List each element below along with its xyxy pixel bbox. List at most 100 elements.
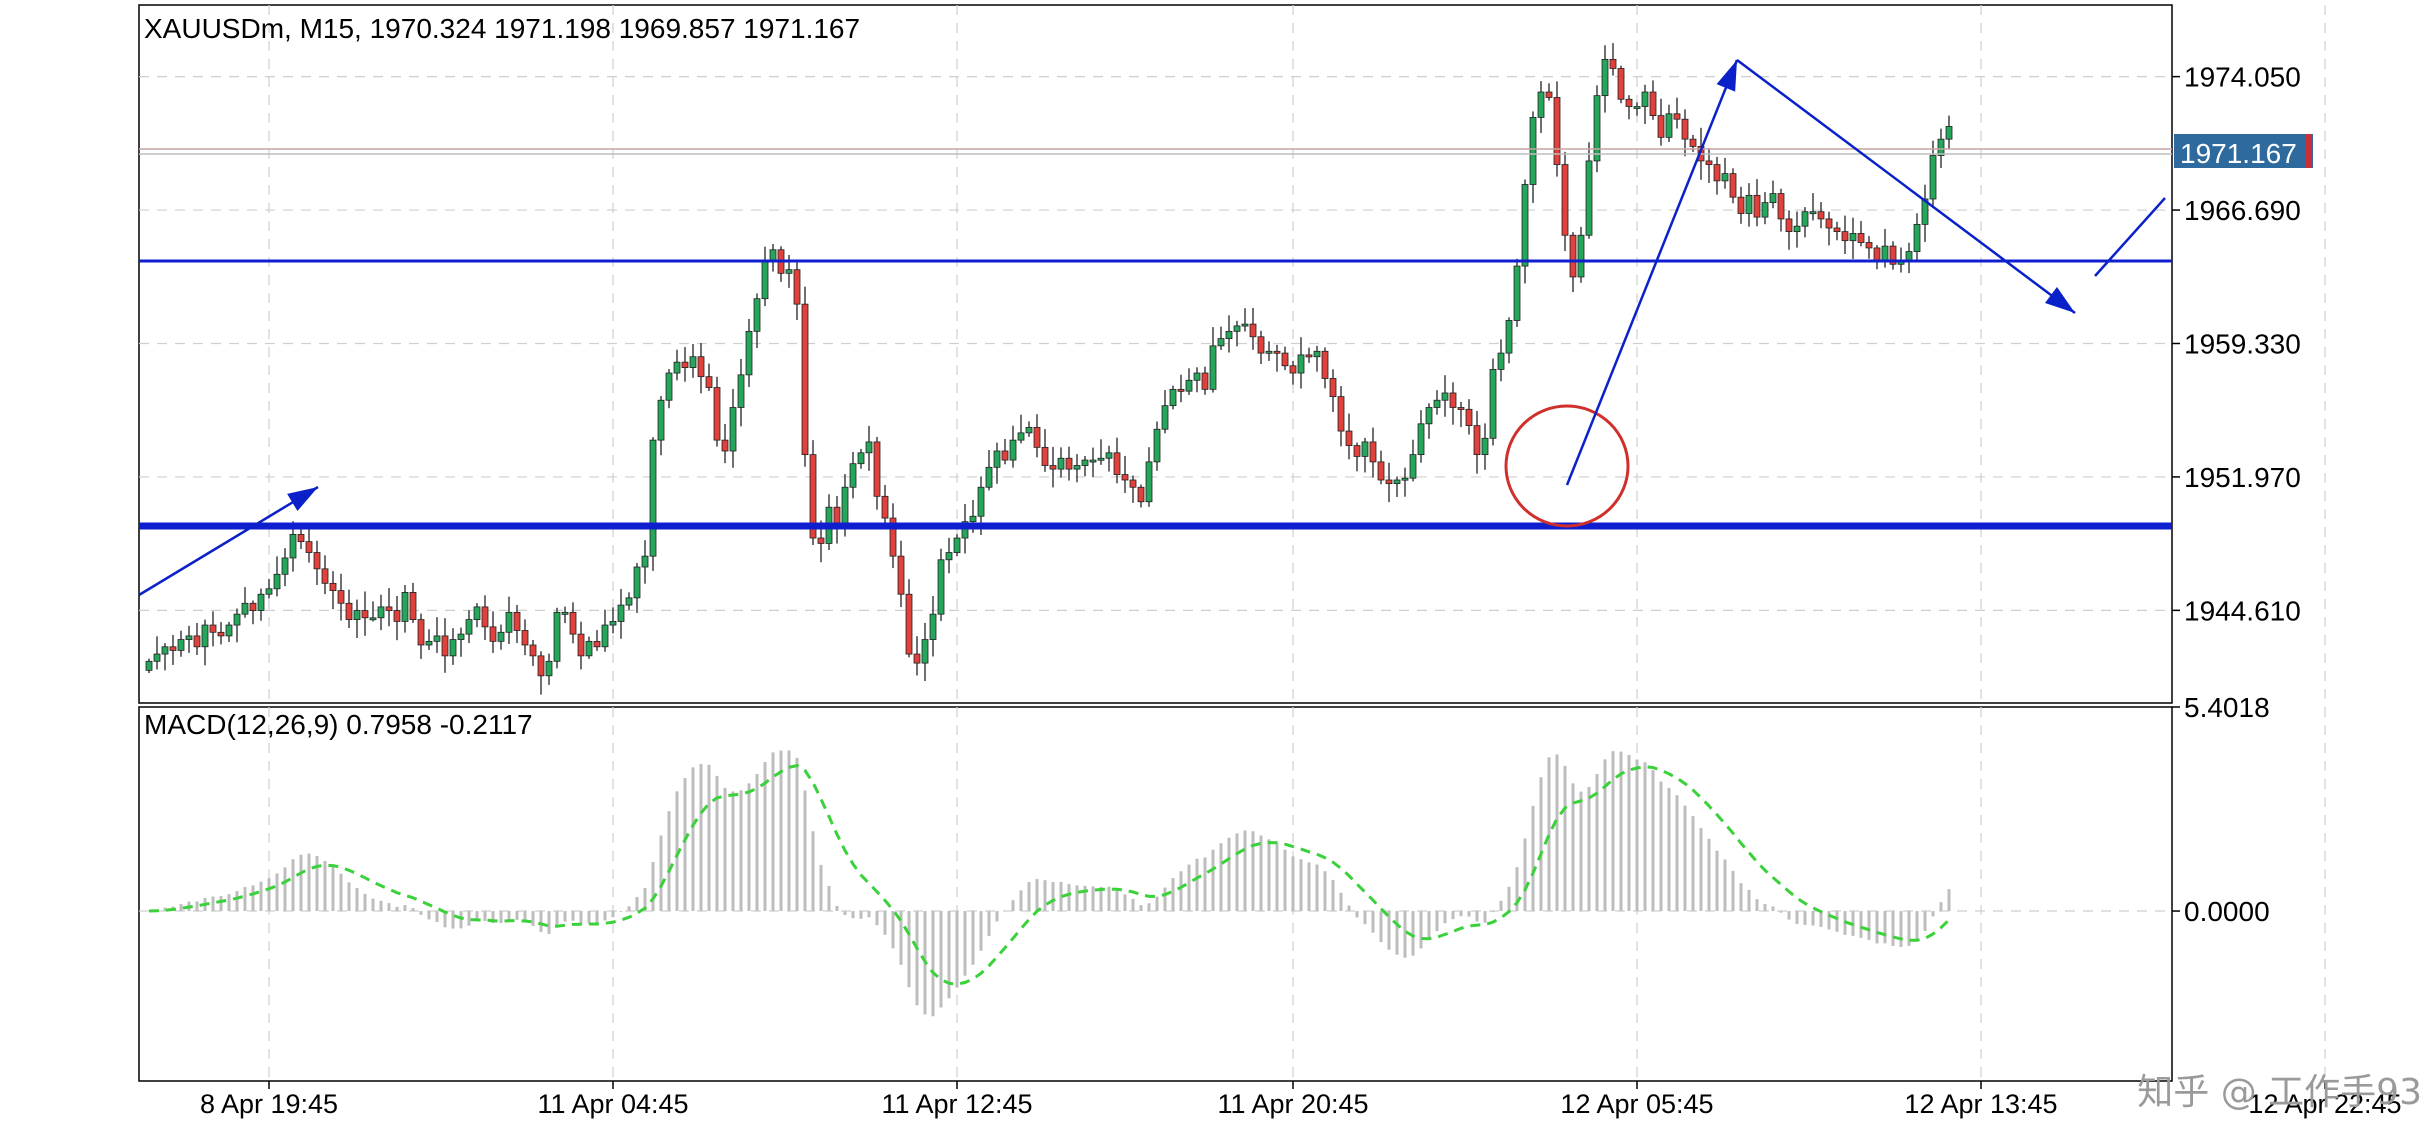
candle-body [1617, 68, 1625, 100]
candle-body [1489, 369, 1497, 439]
time-tick-label: 11 Apr 04:45 [537, 1089, 688, 1119]
candle-body [753, 298, 761, 332]
candle [633, 562, 641, 613]
candle-body [1865, 242, 1873, 249]
candle [1641, 84, 1649, 125]
candle-body [1633, 106, 1641, 109]
candle [1265, 341, 1273, 361]
candle [1401, 467, 1409, 497]
candle [745, 318, 753, 388]
candle-body [1849, 233, 1857, 242]
candle [1521, 179, 1529, 284]
candle-body [1249, 323, 1257, 338]
candle [1425, 403, 1433, 439]
candle [561, 606, 569, 624]
candle-body [529, 644, 537, 657]
candle-body [521, 630, 529, 646]
candle [937, 548, 945, 622]
candle-body [1689, 138, 1697, 147]
candle-body [145, 660, 153, 671]
candle [1945, 115, 1953, 149]
candle-body [1753, 194, 1761, 218]
candle-body [889, 517, 897, 557]
candle-body [153, 653, 161, 662]
candle-body [1553, 97, 1561, 165]
candle-body [385, 606, 393, 611]
candle-body [481, 606, 489, 628]
candle [369, 601, 377, 622]
candle-body [569, 611, 577, 635]
candle-body [1745, 194, 1753, 214]
candle [1929, 140, 1937, 208]
candle-body [1113, 452, 1121, 475]
candle [433, 617, 441, 653]
candle-body [169, 646, 177, 651]
candle [1801, 207, 1809, 238]
candle [1361, 437, 1369, 473]
candle [881, 484, 889, 525]
candle-body [857, 452, 865, 465]
macd-tick-label: 5.4018 [2184, 692, 2270, 723]
candle [1041, 429, 1049, 472]
candle-body [961, 521, 969, 539]
candle [1609, 43, 1617, 76]
candle-body [673, 361, 681, 374]
candle [1809, 193, 1817, 221]
time-tick-label: 11 Apr 12:45 [881, 1089, 1032, 1119]
candle-body [1513, 265, 1521, 321]
candle-body [1737, 196, 1745, 214]
candle-body [369, 617, 377, 621]
candle-body [1457, 407, 1465, 410]
candle [737, 358, 745, 427]
candle-body [705, 376, 713, 388]
candle-body [1713, 164, 1721, 182]
candle [689, 344, 697, 378]
candle-body [1233, 325, 1241, 332]
candle-body [273, 573, 281, 590]
candle-body [1041, 446, 1049, 466]
candle [1625, 95, 1633, 120]
candle [985, 450, 993, 491]
candle [801, 286, 809, 467]
candle-body [1497, 352, 1505, 370]
candle-body [353, 610, 361, 621]
candle-body [513, 611, 521, 631]
candle [473, 603, 481, 628]
candle-body [593, 640, 601, 648]
candle-body [1049, 465, 1057, 470]
candle-body [1305, 354, 1313, 358]
candle [313, 540, 321, 585]
candle-body [1073, 465, 1081, 470]
candle [929, 596, 937, 657]
candle-body [1329, 378, 1337, 398]
candle [1281, 346, 1289, 371]
candle [913, 636, 921, 676]
candle-body [1537, 91, 1545, 118]
candle [1025, 421, 1033, 437]
candle-body [441, 635, 449, 657]
candle-body [985, 466, 993, 488]
candle [1497, 339, 1505, 382]
candle-body [1337, 396, 1345, 432]
candle-body [1825, 218, 1833, 229]
candle [281, 548, 289, 587]
candle [1193, 367, 1201, 393]
candle-body [1681, 118, 1689, 140]
candle-body [585, 640, 593, 657]
candle-body [265, 588, 273, 595]
candle-body [225, 624, 233, 637]
candle-body [1153, 428, 1161, 463]
candle [497, 624, 505, 650]
candle-body [873, 441, 881, 497]
candle-body [641, 555, 649, 568]
macd-panel [138, 706, 2173, 1082]
candle [513, 605, 521, 644]
candle [289, 521, 297, 572]
candle-body [449, 639, 457, 657]
candle [1529, 111, 1537, 203]
candle [617, 588, 625, 639]
candle [1129, 475, 1137, 503]
candle-body [577, 633, 585, 657]
candle-body [1225, 330, 1233, 339]
candle-body [945, 552, 953, 561]
